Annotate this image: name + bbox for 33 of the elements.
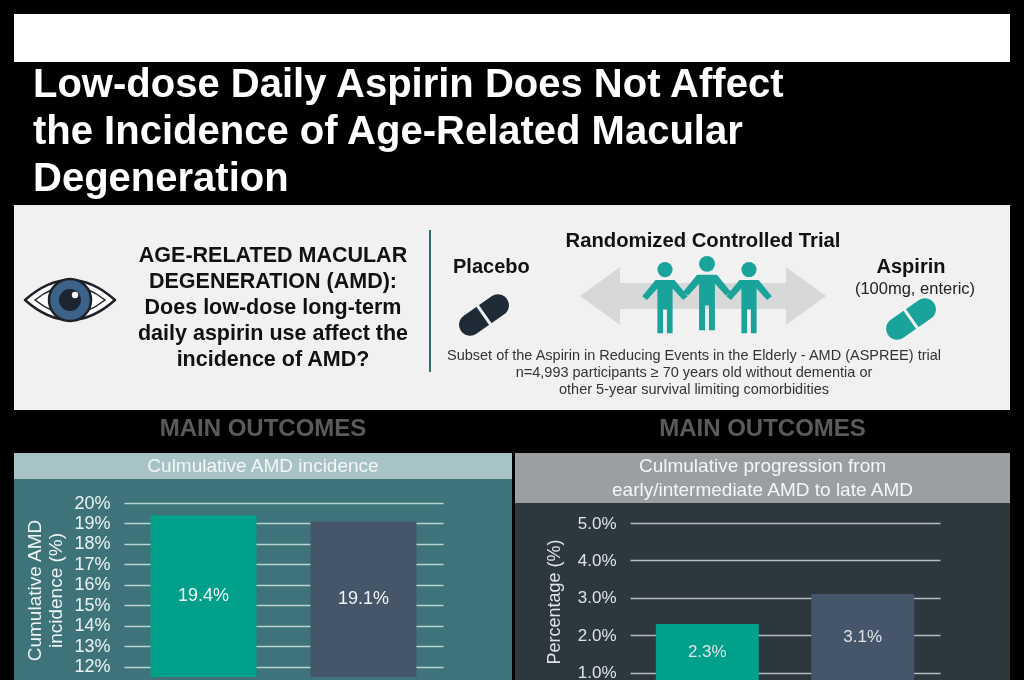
chart-subtitle: Culmulative AMD incidence — [147, 454, 379, 478]
y-axis-title: Cumulative AMD incidence (%) — [24, 519, 67, 662]
y-tick-label: 16% — [74, 574, 111, 595]
y-tick-label: 2.0% — [577, 625, 617, 645]
y-tick-label: 12% — [74, 656, 111, 677]
y-tick-label: 15% — [74, 594, 111, 615]
y-tick-label: 17% — [74, 553, 111, 574]
y-tick-label: 20% — [74, 492, 111, 513]
chart-subtitle: Culmulative progression from early/intermediate AMD to late AMD — [611, 454, 914, 502]
chart-title: MAIN OUTCOMES — [14, 414, 512, 453]
text: Subset of the Aspirin in Reducing Events in the Elderly - AMD (ASPREE) trial — [446, 346, 942, 364]
data-label: 3.1% — [843, 627, 883, 647]
y-tick-label: 18% — [74, 533, 111, 554]
data-label: 19.4% — [178, 585, 230, 606]
y-axis-title: Percentage (%) — [543, 539, 564, 665]
data-label: 2.3% — [687, 641, 727, 661]
text: Aspirin — [875, 254, 947, 278]
text: (100mg, enteric) — [853, 278, 977, 298]
text: Does low-dose long-term daily aspirin use affect the incidence of AMD? — [137, 294, 409, 372]
y-tick-label: 1.0% — [577, 663, 617, 680]
chart-title: MAIN OUTCOMES — [515, 414, 1010, 453]
text: Low-dose Daily Aspirin Does Not Affect the Incidence of Age-Related Macular Degeneration — [33, 60, 785, 201]
y-tick-label: 14% — [74, 615, 111, 636]
text: AGE-RELATED MACULAR DEGENERATION (AMD): — [137, 242, 409, 294]
y-tick-label: 5.0% — [577, 513, 617, 533]
text: n=4,993 participants ≥ 70 years old without dementia or other 5-year survival limiting comorbidities — [514, 364, 874, 398]
text: Placebo — [453, 254, 531, 278]
y-tick-label: 4.0% — [577, 550, 617, 570]
text: Randomized Controlled Trial — [564, 228, 842, 252]
y-tick-label: 19% — [74, 512, 111, 533]
y-tick-label: 3.0% — [577, 588, 617, 608]
y-tick-label: 13% — [74, 635, 111, 656]
data-label: 19.1% — [337, 588, 389, 609]
